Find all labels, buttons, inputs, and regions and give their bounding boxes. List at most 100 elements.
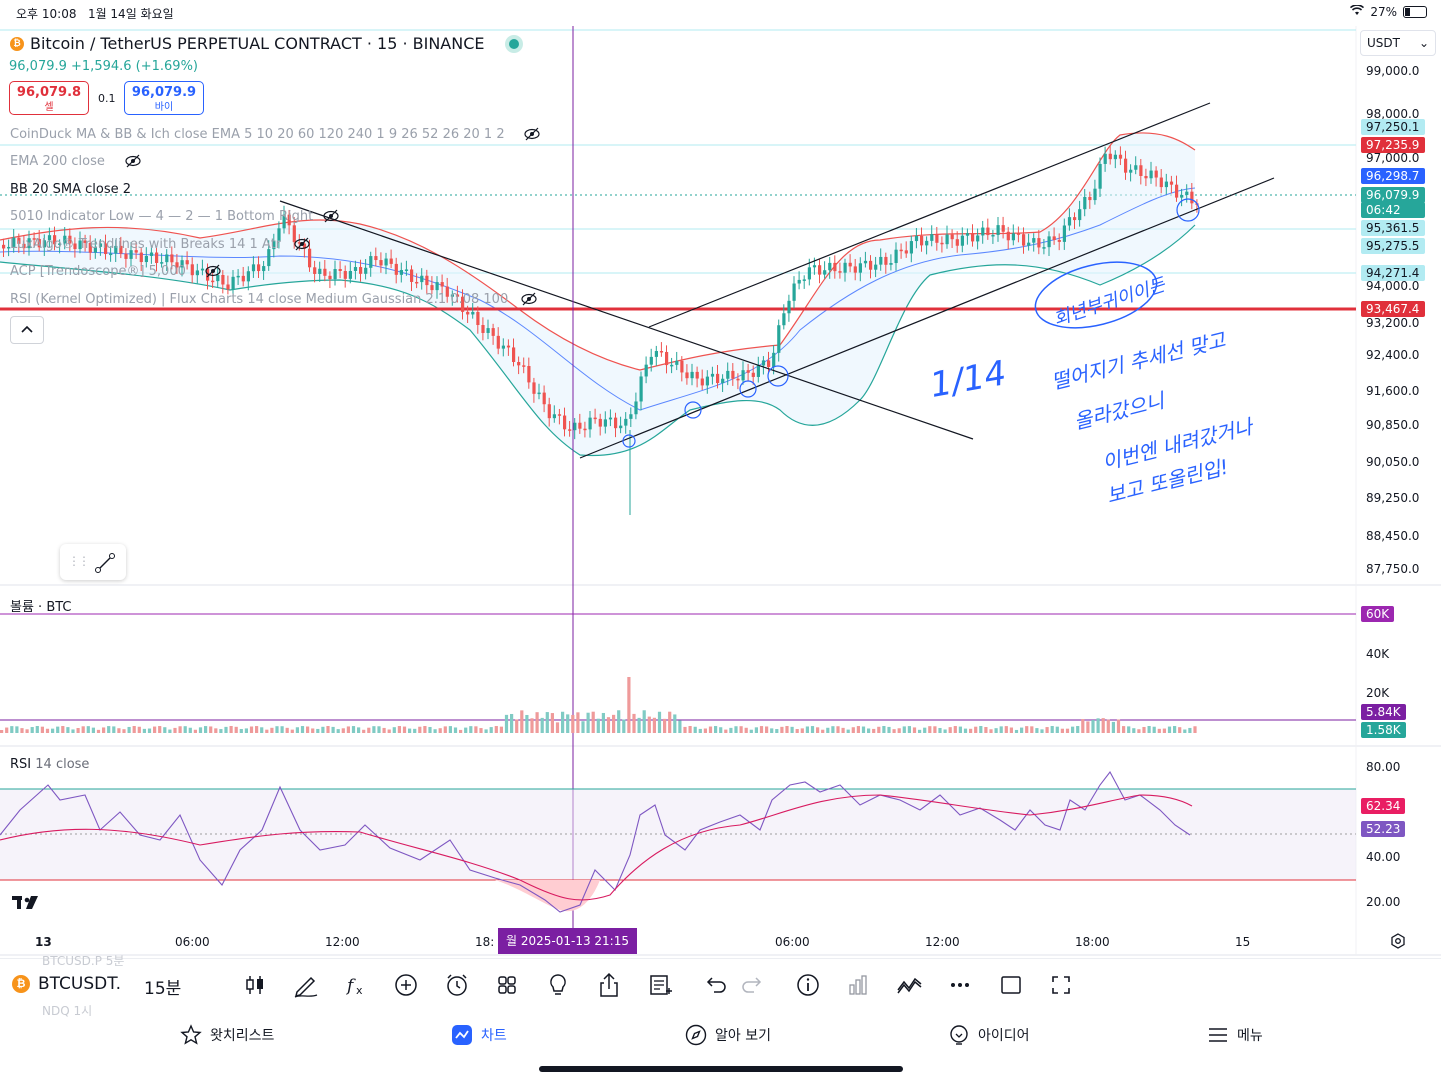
candle-body (1062, 225, 1066, 242)
indicator-bb[interactable]: BB 20 SMA close 2 (10, 182, 132, 197)
buy-price: 96,079.9 (131, 85, 197, 100)
buy-button[interactable]: 96,079.9 바이 (124, 81, 204, 115)
volume-bar (255, 726, 259, 733)
bulb-icon[interactable] (543, 970, 573, 1000)
volume-bar (637, 717, 641, 733)
indicator-coinduck[interactable]: CoinDuck MA & BB & Ich close EMA 5 10 20… (10, 127, 505, 142)
rsi-pane-label[interactable]: RSI 14 close (10, 757, 90, 772)
indicator-ema200[interactable]: EMA 200 close (10, 154, 105, 169)
candle-body (338, 269, 342, 271)
pencil-icon[interactable] (291, 970, 321, 1000)
info-icon[interactable] (793, 970, 823, 1000)
candle-body (991, 234, 995, 237)
wave-icon[interactable] (894, 970, 924, 1000)
volume-bar (357, 727, 361, 733)
candle-body (945, 234, 949, 245)
candle-body (603, 419, 607, 427)
eye-off-icon[interactable] (124, 153, 142, 173)
tab-explore[interactable]: 알아 보기 (685, 1024, 771, 1046)
more-icon[interactable] (945, 970, 975, 1000)
candle-body (756, 365, 760, 377)
volume-bar (285, 727, 289, 733)
candle-body (787, 300, 791, 314)
candle-body (129, 250, 133, 259)
plus-circle-icon[interactable] (391, 970, 421, 1000)
price-tag: 93,467.4 (1361, 301, 1425, 317)
indicator-rsi-kernel[interactable]: RSI (Kernel Optimized) | Flux Charts 14 … (10, 292, 509, 307)
candle-body (598, 418, 602, 427)
square-icon[interactable] (996, 970, 1026, 1000)
price-tag: 95,275.5 (1361, 238, 1425, 254)
note-icon[interactable] (645, 970, 675, 1000)
home-indicator[interactable] (539, 1066, 903, 1072)
chart-canvas[interactable]: 회년부귀이이든 1/14 떨어지기 추세선 맞고 올라갔으니 이번엔 내려갔거나… (0, 26, 1441, 956)
undo-icon[interactable] (699, 970, 729, 1000)
volume-bar (1106, 719, 1110, 733)
volume-bar (1055, 726, 1059, 733)
share-icon[interactable] (594, 970, 624, 1000)
collapse-legend-button[interactable] (10, 316, 44, 344)
tab-ideas[interactable]: 아이디어 (948, 1024, 1030, 1046)
volume-bar (1132, 728, 1136, 733)
trendline-tool-icon[interactable] (94, 552, 116, 578)
tab-watchlist[interactable]: 왓치리스트 (180, 1024, 274, 1046)
symbol-scroller-next[interactable]: NDQ 1시 (42, 1004, 93, 1018)
tradingview-logo[interactable] (12, 894, 44, 915)
candle-body (1154, 170, 1158, 178)
candle-body (654, 351, 658, 357)
eye-off-icon[interactable] (204, 263, 222, 283)
volume-bar (652, 717, 656, 733)
volume-bar (612, 714, 616, 733)
candle-body (547, 404, 551, 419)
bars-icon[interactable] (843, 970, 873, 1000)
symbol-scroller-prev[interactable]: BTCUSD.P 5분 (42, 954, 125, 968)
volume-bar (127, 726, 131, 733)
indicator-acp[interactable]: ACP [Trendoscope®] 5,000 (10, 264, 186, 279)
tab-chart[interactable]: 차트 (451, 1024, 507, 1046)
fullscreen-icon[interactable] (1046, 970, 1076, 1000)
grid-icon[interactable] (492, 970, 522, 1000)
volume-bar (1065, 728, 1070, 733)
candle-body (277, 228, 281, 241)
volume-bar (882, 726, 886, 733)
candle-body (200, 268, 205, 271)
eye-off-icon[interactable] (523, 126, 541, 146)
volume-bar (861, 726, 866, 733)
spread-value: 0.1 (98, 92, 116, 105)
candle-body (2, 244, 6, 249)
indicator-5010[interactable]: 5010 Indicator Low — 4 — 2 — 1 Bottom Ri… (10, 209, 314, 224)
candlesticks (2, 144, 1199, 515)
interval-selector[interactable]: 15분 (144, 979, 182, 999)
volume-bar (989, 729, 993, 733)
tab-menu[interactable]: 메뉴 (1207, 1024, 1263, 1046)
symbol-selector[interactable]: ₿ BTCUSDT. (12, 974, 121, 994)
volume-bar (275, 726, 279, 733)
time-axis-label: 06:00 (175, 935, 210, 949)
alarm-icon[interactable] (442, 970, 472, 1000)
sell-button[interactable]: 96,079.8 셀 (9, 81, 89, 115)
volume-bar (749, 729, 753, 733)
eye-off-icon[interactable] (520, 291, 538, 311)
candle-body (578, 422, 582, 429)
drawing-toolbar[interactable]: ⋮⋮ (60, 544, 126, 580)
redo-icon[interactable] (739, 970, 769, 1000)
eye-off-icon[interactable] (322, 208, 340, 228)
volume-bar (999, 726, 1003, 733)
chart-settings-icon[interactable] (1390, 933, 1406, 953)
drag-handle-icon[interactable]: ⋮⋮ (68, 554, 90, 568)
volume-bar (300, 726, 305, 733)
status-time: 오후 10:08 1월 14일 화요일 (16, 7, 174, 21)
candle-body (629, 414, 633, 419)
candle-body (863, 260, 868, 264)
indicator-luxalgo[interactable]: LuxAlgo® Trendlines with Breaks 14 1 Atr (10, 237, 282, 252)
rsi-tag: 62.34 (1361, 798, 1406, 814)
volume-pane-label[interactable]: 볼륨 · BTC (10, 600, 72, 615)
candles-icon[interactable] (240, 970, 270, 1000)
downtrend-line (279, 200, 974, 440)
volume-bar (204, 726, 208, 733)
symbol-title[interactable]: ₿ Bitcoin / TetherUS PERPETUAL CONTRACT … (10, 34, 519, 53)
currency-select[interactable]: USDT ⌄ (1360, 30, 1436, 56)
eye-off-icon[interactable] (293, 236, 311, 256)
volume-bar (979, 726, 983, 733)
